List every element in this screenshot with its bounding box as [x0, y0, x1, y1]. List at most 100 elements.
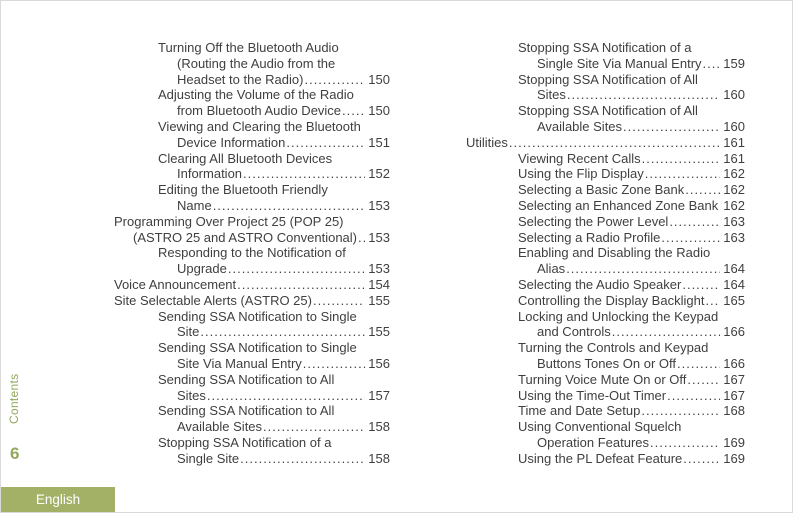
toc-entry-title: Enabling and Disabling the Radio: [518, 245, 711, 261]
toc-line: Site Via Manual Entry 156: [114, 356, 390, 372]
toc-page-ref: 167: [723, 371, 745, 387]
toc-entry: Selecting an Enhanced Zone Bank162: [466, 198, 745, 214]
toc-page-ref: 156: [368, 355, 390, 371]
toc-entry-title: Using the Flip Display: [518, 166, 644, 182]
toc-entry-title: Site Selectable Alerts (ASTRO 25): [114, 292, 312, 308]
toc-line: Turning Voice Mute On or Off 167: [466, 372, 745, 388]
toc-entry-title: (ASTRO 25 and ASTRO Conventional): [133, 229, 357, 245]
toc-entry: Using Conventional Squelch Operation Feat…: [466, 419, 745, 451]
toc-entry: Site Selectable Alerts (ASTRO 25) 155: [114, 293, 390, 309]
toc-line: Single Site Via Manual Entry 159: [466, 56, 745, 72]
dot-leader: [650, 435, 720, 451]
toc-page-ref: 152: [368, 166, 390, 182]
dot-leader: [509, 135, 720, 151]
toc-page-ref: 159: [723, 55, 745, 71]
toc-entry-title: Using the Time-Out Timer: [518, 387, 667, 403]
toc-line: (Routing the Audio from the: [114, 56, 390, 72]
language-label: English: [35, 492, 81, 507]
toc-entry: Turning Off the Bluetooth Audio (Routing …: [114, 40, 390, 87]
toc-page-ref: 162: [723, 182, 745, 198]
toc-entry-title: Single Site: [177, 450, 240, 466]
toc-entry-title: Viewing Recent Calls: [518, 150, 641, 166]
toc-entry-title: Stopping SSA Notification of a: [518, 40, 692, 55]
dot-leader: [645, 166, 721, 182]
sidebar-section-label: Contents: [7, 373, 21, 424]
dot-leader: [642, 151, 721, 167]
toc-page-ref: 169: [723, 450, 745, 466]
toc-page-ref: 158: [368, 450, 390, 466]
toc-line: Stopping SSA Notification of a: [114, 435, 390, 451]
toc-line: Voice Announcement 154: [114, 277, 390, 293]
toc-entry-title: Turning Off the Bluetooth Audio: [158, 40, 339, 55]
toc-entry-title: Time and Date Setup: [518, 403, 641, 419]
toc-page-ref: 163: [723, 213, 745, 229]
toc-entry: Using the Time-Out Timer 167: [466, 388, 745, 404]
toc-entry-title: from Bluetooth Audio Device: [177, 103, 342, 119]
toc-entry-title: Selecting the Power Level: [518, 213, 669, 229]
dot-leader: [567, 87, 720, 103]
toc-line: Stopping SSA Notification of All: [466, 72, 745, 88]
toc-line: Using the Flip Display 162: [466, 166, 745, 182]
toc-entry: Selecting a Basic Zone Bank 162: [466, 182, 745, 198]
toc-line: Device Information 151: [114, 135, 390, 151]
language-tab: English: [1, 487, 115, 512]
dot-leader: [667, 388, 720, 404]
toc-page-ref: 157: [368, 387, 390, 403]
dot-leader: [682, 277, 720, 293]
toc-entry-title: Sending SSA Notification to All: [158, 371, 335, 387]
dot-leader: [303, 356, 366, 372]
toc-line: Information 152: [114, 166, 390, 182]
toc-entry-title: Available Sites: [177, 419, 263, 435]
toc-entry: Programming Over Project 25 (POP 25) (AST…: [114, 214, 390, 246]
dot-leader: [641, 403, 720, 419]
toc-entry: Selecting the Audio Speaker 164: [466, 277, 745, 293]
toc-line: Buttons Tones On or Off 166: [466, 356, 745, 372]
toc-page-ref: 160: [723, 118, 745, 134]
toc-entry-title: Using the PL Defeat Feature: [518, 450, 683, 466]
toc-entry: Adjusting the Volume of the Radio from Bl…: [114, 87, 390, 119]
toc-page-ref: 153: [368, 229, 390, 245]
toc-line: Responding to the Notification of: [114, 245, 390, 261]
dot-leader: [719, 198, 720, 214]
toc-line: Sites 157: [114, 388, 390, 404]
toc-entry-title: Site Via Manual Entry: [177, 355, 302, 371]
dot-leader: [213, 198, 366, 214]
table-of-contents: Turning Off the Bluetooth Audio (Routing …: [114, 40, 745, 467]
page-number: 6: [10, 444, 20, 463]
toc-entry: Controlling the Display Backlight 165: [466, 293, 745, 309]
toc-entry: Sending SSA Notification to All Available…: [114, 403, 390, 435]
toc-line: from Bluetooth Audio Device 150: [114, 103, 390, 119]
dot-leader: [703, 56, 721, 72]
toc-entry-title: Turning Voice Mute On or Off: [518, 371, 687, 387]
toc-line: Selecting the Power Level 163: [466, 214, 745, 230]
toc-line: Clearing All Bluetooth Devices: [114, 151, 390, 167]
toc-entry-title: Viewing and Clearing the Bluetooth: [158, 118, 361, 134]
dot-leader: [243, 166, 365, 182]
toc-entry: Turning the Controls and Keypad Buttons T…: [466, 340, 745, 372]
toc-line: Using Conventional Squelch: [466, 419, 745, 435]
toc-entry-title: Sending SSA Notification to All: [158, 403, 335, 419]
toc-entry-title: Selecting the Audio Speaker: [518, 276, 682, 292]
toc-entry: Stopping SSA Notification of All Availabl…: [466, 103, 745, 135]
toc-entry-title: Adjusting the Volume of the Radio: [158, 87, 354, 103]
toc-entry-title: Utilities: [466, 134, 508, 150]
dot-leader: [687, 372, 720, 388]
dot-leader: [207, 388, 365, 404]
toc-line: Operation Features 169: [466, 435, 745, 451]
toc-entry-title: Name: [177, 197, 212, 213]
toc-entry-title: Buttons Tones On or Off: [537, 355, 676, 371]
toc-column-right: Stopping SSA Notification of a Single Sit…: [466, 40, 745, 467]
toc-line: Turning the Controls and Keypad: [466, 340, 745, 356]
toc-entry-title: Using Conventional Squelch: [518, 419, 682, 435]
dot-leader: [623, 119, 720, 135]
toc-entry-title: Information: [177, 166, 243, 182]
toc-line: Turning Off the Bluetooth Audio: [114, 40, 390, 56]
toc-line: Available Sites 158: [114, 419, 390, 435]
dot-leader: [661, 230, 720, 246]
toc-line: Sending SSA Notification to Single: [114, 340, 390, 356]
toc-entry-title: Editing the Bluetooth Friendly: [158, 182, 328, 198]
toc-entry-title: Programming Over Project 25 (POP 25): [114, 213, 344, 229]
